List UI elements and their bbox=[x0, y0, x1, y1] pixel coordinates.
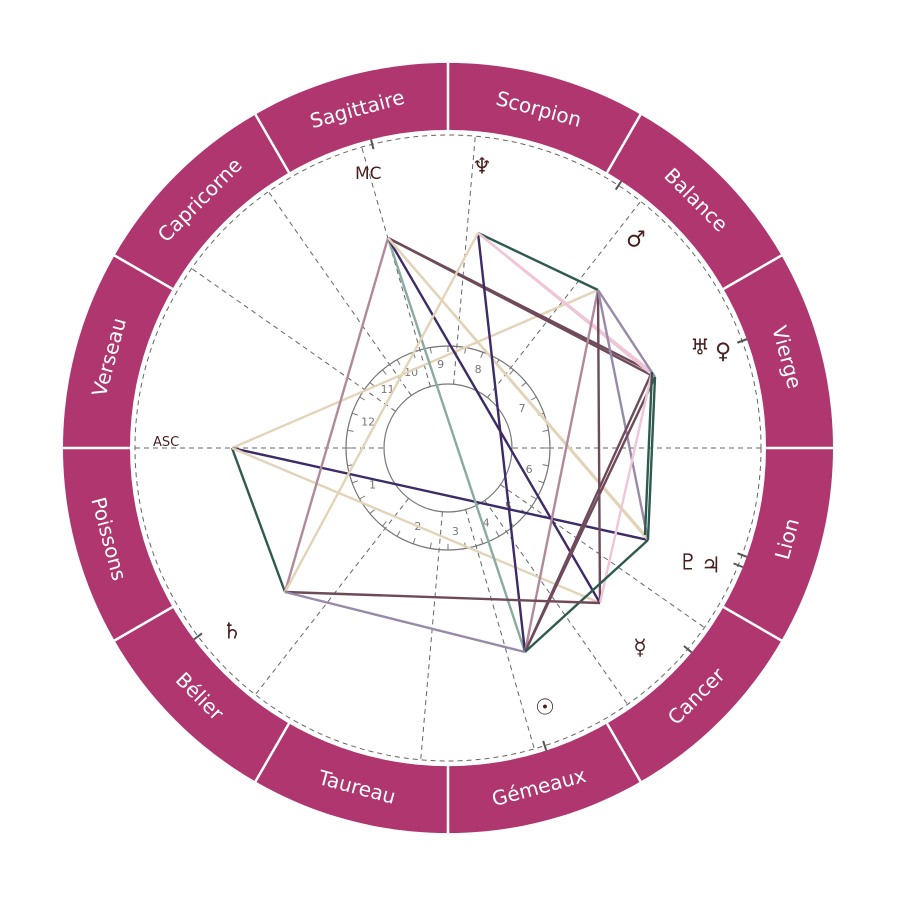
aspect-line-mars-mercury bbox=[596, 289, 602, 604]
degree-tick bbox=[359, 396, 366, 401]
house-cusp-10 bbox=[361, 146, 431, 387]
degree-tick bbox=[347, 429, 354, 432]
degree-tick bbox=[530, 495, 537, 500]
aspect-line-asc-mercury bbox=[231, 446, 601, 605]
degree-tick bbox=[369, 509, 375, 514]
house-number-4: 4 bbox=[483, 516, 490, 529]
aspect-line-venus-pluto bbox=[646, 376, 657, 541]
degree-tick bbox=[382, 521, 387, 527]
house-cusp-12 bbox=[191, 268, 396, 412]
degree-tick bbox=[480, 538, 484, 545]
aspect-line-neptune-venus bbox=[477, 232, 656, 378]
degree-tick bbox=[351, 412, 358, 416]
house-cusps bbox=[135, 136, 761, 760]
venus-icon: ♀ bbox=[715, 340, 731, 365]
house-number-3: 3 bbox=[452, 525, 459, 538]
sign-divider bbox=[112, 604, 176, 643]
sun-icon: ☉ bbox=[535, 696, 555, 721]
house-number-12: 12 bbox=[361, 416, 375, 429]
neptune-icon: ♆ bbox=[472, 155, 492, 180]
aspect-line-venus-sun bbox=[523, 376, 657, 653]
aspect-lines bbox=[230, 231, 657, 654]
planet-glyphs: ♆ ♂ ♅ ♀ ♇ ♃ ☿ ☉ ♄ bbox=[193, 139, 748, 751]
house-cusp-8 bbox=[487, 201, 642, 398]
pluto-position-tick bbox=[737, 552, 748, 558]
asc-label: ASC bbox=[153, 435, 179, 450]
mars-icon: ♂ bbox=[626, 228, 646, 253]
aspect-line-neptune-saturn bbox=[283, 232, 480, 593]
house-number-9: 9 bbox=[437, 358, 444, 371]
degree-tick bbox=[359, 495, 366, 500]
sign-divider bbox=[253, 720, 292, 784]
degree-tick bbox=[464, 347, 467, 354]
sign-divider bbox=[720, 604, 784, 643]
house-ring-outer bbox=[345, 345, 551, 551]
aspect-line-saturn-sun bbox=[284, 590, 526, 654]
house-cusp-2 bbox=[254, 498, 409, 695]
mars-position-tick bbox=[614, 180, 623, 191]
jupiter-position-tick bbox=[733, 562, 744, 569]
house-ring-inner bbox=[383, 383, 513, 513]
sun-position-tick bbox=[542, 740, 548, 751]
uranus-icon: ♅ bbox=[690, 336, 710, 361]
venus-position-tick bbox=[737, 338, 748, 344]
aspect-line-mars-sun bbox=[523, 289, 600, 653]
aspect-line-mc-jupiter bbox=[387, 237, 646, 536]
degree-tick bbox=[542, 429, 549, 432]
degree-tick bbox=[495, 530, 500, 537]
degree-tick bbox=[396, 530, 401, 537]
degree-tick bbox=[538, 480, 545, 484]
aspect-line-pluto-sun bbox=[524, 539, 649, 653]
degree-tick bbox=[521, 382, 527, 387]
house-cusp-6 bbox=[500, 484, 705, 628]
aspect-line-mars-venus bbox=[596, 289, 657, 378]
house-number-1: 1 bbox=[369, 478, 376, 491]
sign-divider bbox=[604, 112, 643, 176]
saturn-icon: ♄ bbox=[222, 620, 242, 645]
aspect-line-uranus-jupiter bbox=[643, 371, 654, 536]
degree-tick bbox=[382, 369, 387, 375]
aspect-line-neptune-sun bbox=[476, 232, 527, 653]
jupiter-icon: ♃ bbox=[701, 554, 721, 579]
aspect-line-mc-saturn bbox=[283, 237, 390, 593]
degree-tick bbox=[509, 369, 514, 375]
degree-tick bbox=[480, 351, 484, 358]
degree-tick bbox=[412, 538, 416, 545]
mercury-icon: ☿ bbox=[633, 636, 647, 661]
sign-divider bbox=[253, 112, 292, 176]
pluto-icon: ♇ bbox=[678, 551, 698, 576]
aspect-line-mc-sun bbox=[386, 237, 527, 653]
house-cusp-9 bbox=[453, 136, 476, 385]
neptune-position-tick bbox=[370, 139, 375, 150]
saturn-position-tick bbox=[193, 632, 203, 641]
degree-tick bbox=[429, 347, 432, 354]
aspect-line-neptune-mars bbox=[477, 231, 599, 292]
aspect-line-mars-pluto bbox=[596, 289, 650, 541]
house-cusp-3 bbox=[420, 511, 443, 760]
house-number-8: 8 bbox=[475, 363, 482, 376]
aspect-line-mercury-saturn bbox=[284, 590, 601, 605]
degree-tick bbox=[351, 480, 358, 484]
degree-tick bbox=[429, 542, 432, 549]
house-cusp-11 bbox=[268, 191, 412, 396]
aspect-line-asc-pluto bbox=[231, 446, 649, 542]
mc-label: MC bbox=[355, 164, 382, 184]
house-cusp-5 bbox=[484, 500, 628, 705]
sign-divider bbox=[604, 720, 643, 784]
mercury-position-tick bbox=[683, 645, 693, 654]
sign-divider bbox=[720, 253, 784, 292]
degree-tick bbox=[396, 359, 401, 366]
sign-divider bbox=[112, 253, 176, 292]
aspect-line-uranus-mercury bbox=[598, 371, 654, 604]
house-number-6: 6 bbox=[526, 463, 533, 476]
aspect-line-asc-saturn bbox=[230, 447, 287, 593]
degree-tick bbox=[530, 396, 537, 401]
degree-tick bbox=[542, 464, 549, 467]
aspect-line-mc-mercury bbox=[386, 237, 602, 604]
house-number-7: 7 bbox=[519, 402, 526, 415]
house-cusp-4 bbox=[465, 509, 535, 750]
